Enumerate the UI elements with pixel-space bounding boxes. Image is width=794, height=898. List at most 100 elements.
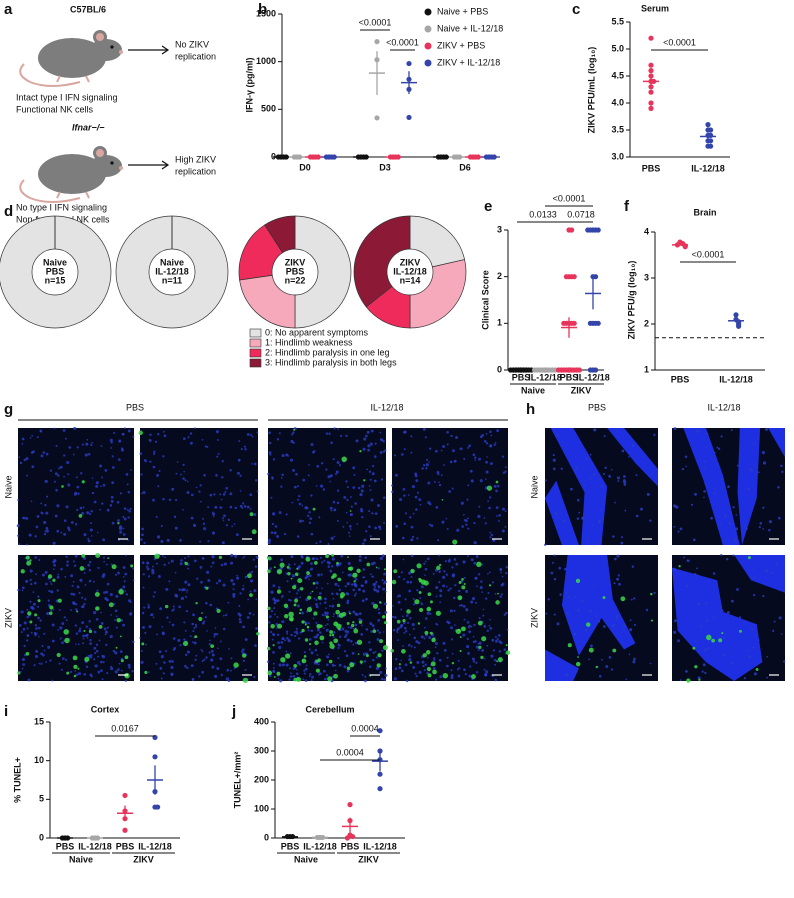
row-header: ZIKV [3,608,13,628]
nucleus [752,593,756,597]
nucleus [775,562,778,565]
nucleus [88,620,91,623]
donut-center-label: n=14 [400,275,421,285]
nucleus [219,506,222,509]
nucleus [211,653,215,657]
nucleus [352,643,355,646]
data-point [571,274,577,280]
stain [34,613,38,617]
nucleus [696,567,698,570]
nucleus [82,634,85,638]
nucleus [37,595,40,598]
nucleus [456,528,460,532]
nucleus [242,625,246,629]
nucleus [186,589,189,591]
stain [372,629,377,633]
nucleus [102,538,106,542]
nucleus [289,458,294,462]
nucleus [465,590,469,593]
nucleus [221,460,224,463]
nucleus [43,649,46,652]
nucleus [88,560,92,564]
nucleus [620,541,624,545]
nucleus [120,448,124,452]
nucleus [379,431,382,434]
nucleus [38,635,40,638]
nucleus [183,470,185,473]
nucleus [343,496,347,499]
nucleus [184,653,188,657]
stain [328,659,333,664]
nucleus [378,525,382,529]
nucleus [559,593,562,596]
data-point [733,312,739,318]
nucleus [317,663,320,666]
stain [63,629,69,635]
nucleus [81,443,84,446]
nucleus [353,474,356,476]
nucleus [186,591,188,593]
nucleus [95,617,99,621]
micrograph [672,427,785,545]
nucleus [268,538,272,542]
nucleus [446,443,449,446]
nucleus [493,443,496,446]
nucleus [314,635,318,639]
data-point [377,786,383,792]
stain [64,637,70,644]
nucleus [240,448,243,451]
nucleus [428,461,430,463]
nucleus [118,662,121,665]
nucleus [187,567,190,570]
nucleus [362,447,366,451]
nucleus [298,495,301,498]
nucleus [422,427,426,431]
nucleus [172,637,176,640]
nucleus [692,538,696,542]
nucleus [326,560,330,564]
nucleus [489,536,492,539]
y-tick-label: 5.0 [611,43,624,53]
y-tick-label: 4.5 [611,70,624,80]
stain [496,660,499,663]
nucleus [128,666,131,669]
stain [341,611,347,617]
nucleus [673,619,677,623]
nucleus [757,471,760,474]
nucleus [74,624,77,627]
nucleus [222,493,226,496]
nucleus [244,448,247,451]
stain [375,566,378,569]
nucleus [479,479,483,483]
nucleus [439,594,443,598]
stain [451,661,455,665]
nucleus [753,443,757,446]
nucleus [345,434,348,437]
nucleus [686,559,689,562]
nucleus [180,473,182,476]
nucleus [467,527,470,530]
nucleus [396,627,400,631]
p-value: <0.0001 [663,37,696,47]
legend-swatch [249,348,262,358]
micrograph [672,553,786,683]
nucleus [673,630,677,634]
donut-center-label: PBS [46,266,65,276]
nucleus [21,657,25,662]
nucleus [498,650,502,653]
stain [698,678,701,681]
nucleus [588,658,591,661]
nucleus [309,574,312,578]
nucleus [423,562,426,565]
nucleus [486,644,489,647]
y-tick-label: 400 [254,716,269,726]
nucleus [95,643,99,646]
nucleus [91,535,93,537]
nucleus [451,449,455,453]
nucleus [38,626,41,630]
nucleus [276,615,279,618]
nucleus [450,674,454,678]
nucleus [363,538,367,542]
nucleus [110,665,113,668]
nucleus [278,432,281,435]
